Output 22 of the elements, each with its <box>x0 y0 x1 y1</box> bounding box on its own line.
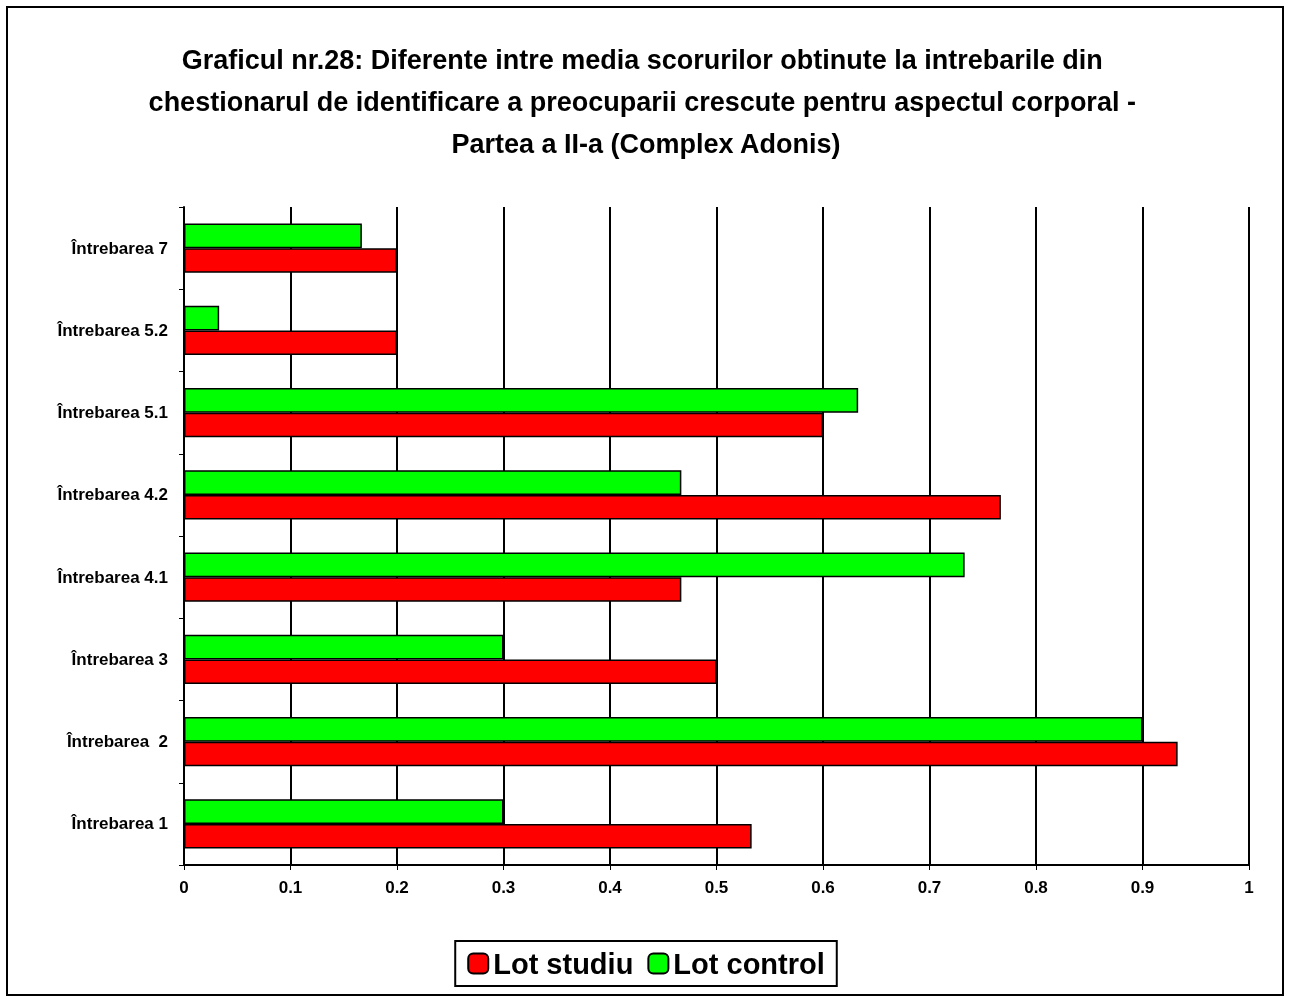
y-tick-label: Întrebarea 5.2 <box>56 320 168 340</box>
legend-label: Lot control <box>673 947 825 980</box>
y-tick-label: Întrebarea 5.1 <box>56 403 168 423</box>
y-tick-label: Întrebarea 3 <box>70 649 168 669</box>
y-tick-label: Întrebarea 2 <box>65 732 168 752</box>
y-tick-label: Întrebarea 4.2 <box>56 485 168 505</box>
x-tick-label: 0.9 <box>1130 878 1155 897</box>
x-tick-label: 0.6 <box>811 878 835 897</box>
x-tick-label: 0.7 <box>917 878 942 897</box>
x-tick-label: 1 <box>1244 878 1254 897</box>
y-tick-label: Întrebarea 4.1 <box>56 567 168 587</box>
x-tick-label: 0.4 <box>598 878 623 897</box>
legend-label: Lot studiu <box>493 947 634 980</box>
y-tick-label: Întrebarea 7 <box>70 238 168 258</box>
x-tick-label: 0.3 <box>491 878 516 897</box>
x-tick-label: 0.1 <box>278 878 303 897</box>
y-tick-label: Întrebarea 1 <box>70 814 168 834</box>
x-tick-label: 0.5 <box>704 878 729 897</box>
x-tick-label: 0.2 <box>385 878 409 897</box>
x-tick-label: 0 <box>179 878 189 897</box>
x-tick-label: 0.8 <box>1024 878 1048 897</box>
chart-title: Graficul nr.28: Diferente intre media scorurilor obtinute la intrebarile din chestionarul de identificare a preocuparii crescute pentru aspectul corporal - Partea a II-a (Complex Adonis) <box>148 45 1144 159</box>
